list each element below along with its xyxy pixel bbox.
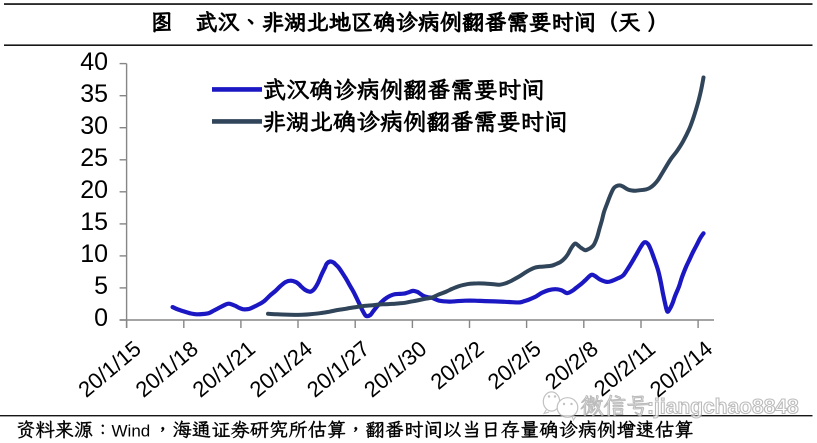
svg-text:25: 25 bbox=[80, 144, 108, 172]
svg-text:0: 0 bbox=[94, 304, 108, 332]
svg-text:10: 10 bbox=[80, 240, 108, 268]
svg-text:40: 40 bbox=[80, 48, 108, 76]
svg-text:5: 5 bbox=[94, 272, 108, 300]
svg-text:35: 35 bbox=[80, 80, 108, 108]
svg-text::jiangchao8848: :jiangchao8848 bbox=[647, 396, 799, 419]
svg-text:Wind: Wind bbox=[112, 421, 151, 440]
svg-text:20: 20 bbox=[80, 176, 108, 204]
svg-text:30: 30 bbox=[80, 112, 108, 140]
svg-text:15: 15 bbox=[80, 208, 108, 236]
